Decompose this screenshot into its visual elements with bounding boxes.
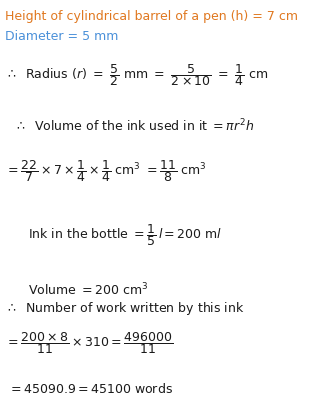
Text: Height of cylindrical barrel of a pen (h) = 7 cm: Height of cylindrical barrel of a pen (h… — [5, 10, 298, 23]
Text: $= \dfrac{22}{7} \times 7 \times \dfrac{1}{4} \times \dfrac{1}{4}$ cm$^3$ $= \df: $= \dfrac{22}{7} \times 7 \times \dfrac{… — [5, 158, 207, 184]
Text: Diameter = 5 mm: Diameter = 5 mm — [5, 30, 118, 43]
Text: $\therefore\;$ Radius $(r)$ $=$ $\dfrac{5}{2}$ mm $=$ $\dfrac{5}{2 \times 10}$ $: $\therefore\;$ Radius $(r)$ $=$ $\dfrac{… — [5, 62, 268, 88]
Text: $= 45090.9 = 45100$ words: $= 45090.9 = 45100$ words — [8, 382, 173, 396]
Text: $\therefore\;$ Volume of the ink used in it $= \pi r^2 h$: $\therefore\;$ Volume of the ink used in… — [14, 118, 254, 135]
Text: $\therefore\;$ Number of work written by this ink: $\therefore\;$ Number of work written by… — [5, 300, 245, 317]
Text: Ink in the bottle $= \dfrac{1}{5}\,l = 200$ m$l$: Ink in the bottle $= \dfrac{1}{5}\,l = 2… — [28, 222, 222, 248]
Text: $= \dfrac{200 \times 8}{11} \times 310 = \dfrac{496000}{11}$: $= \dfrac{200 \times 8}{11} \times 310 =… — [5, 330, 173, 356]
Text: Volume $= 200$ cm$^3$: Volume $= 200$ cm$^3$ — [28, 282, 149, 298]
